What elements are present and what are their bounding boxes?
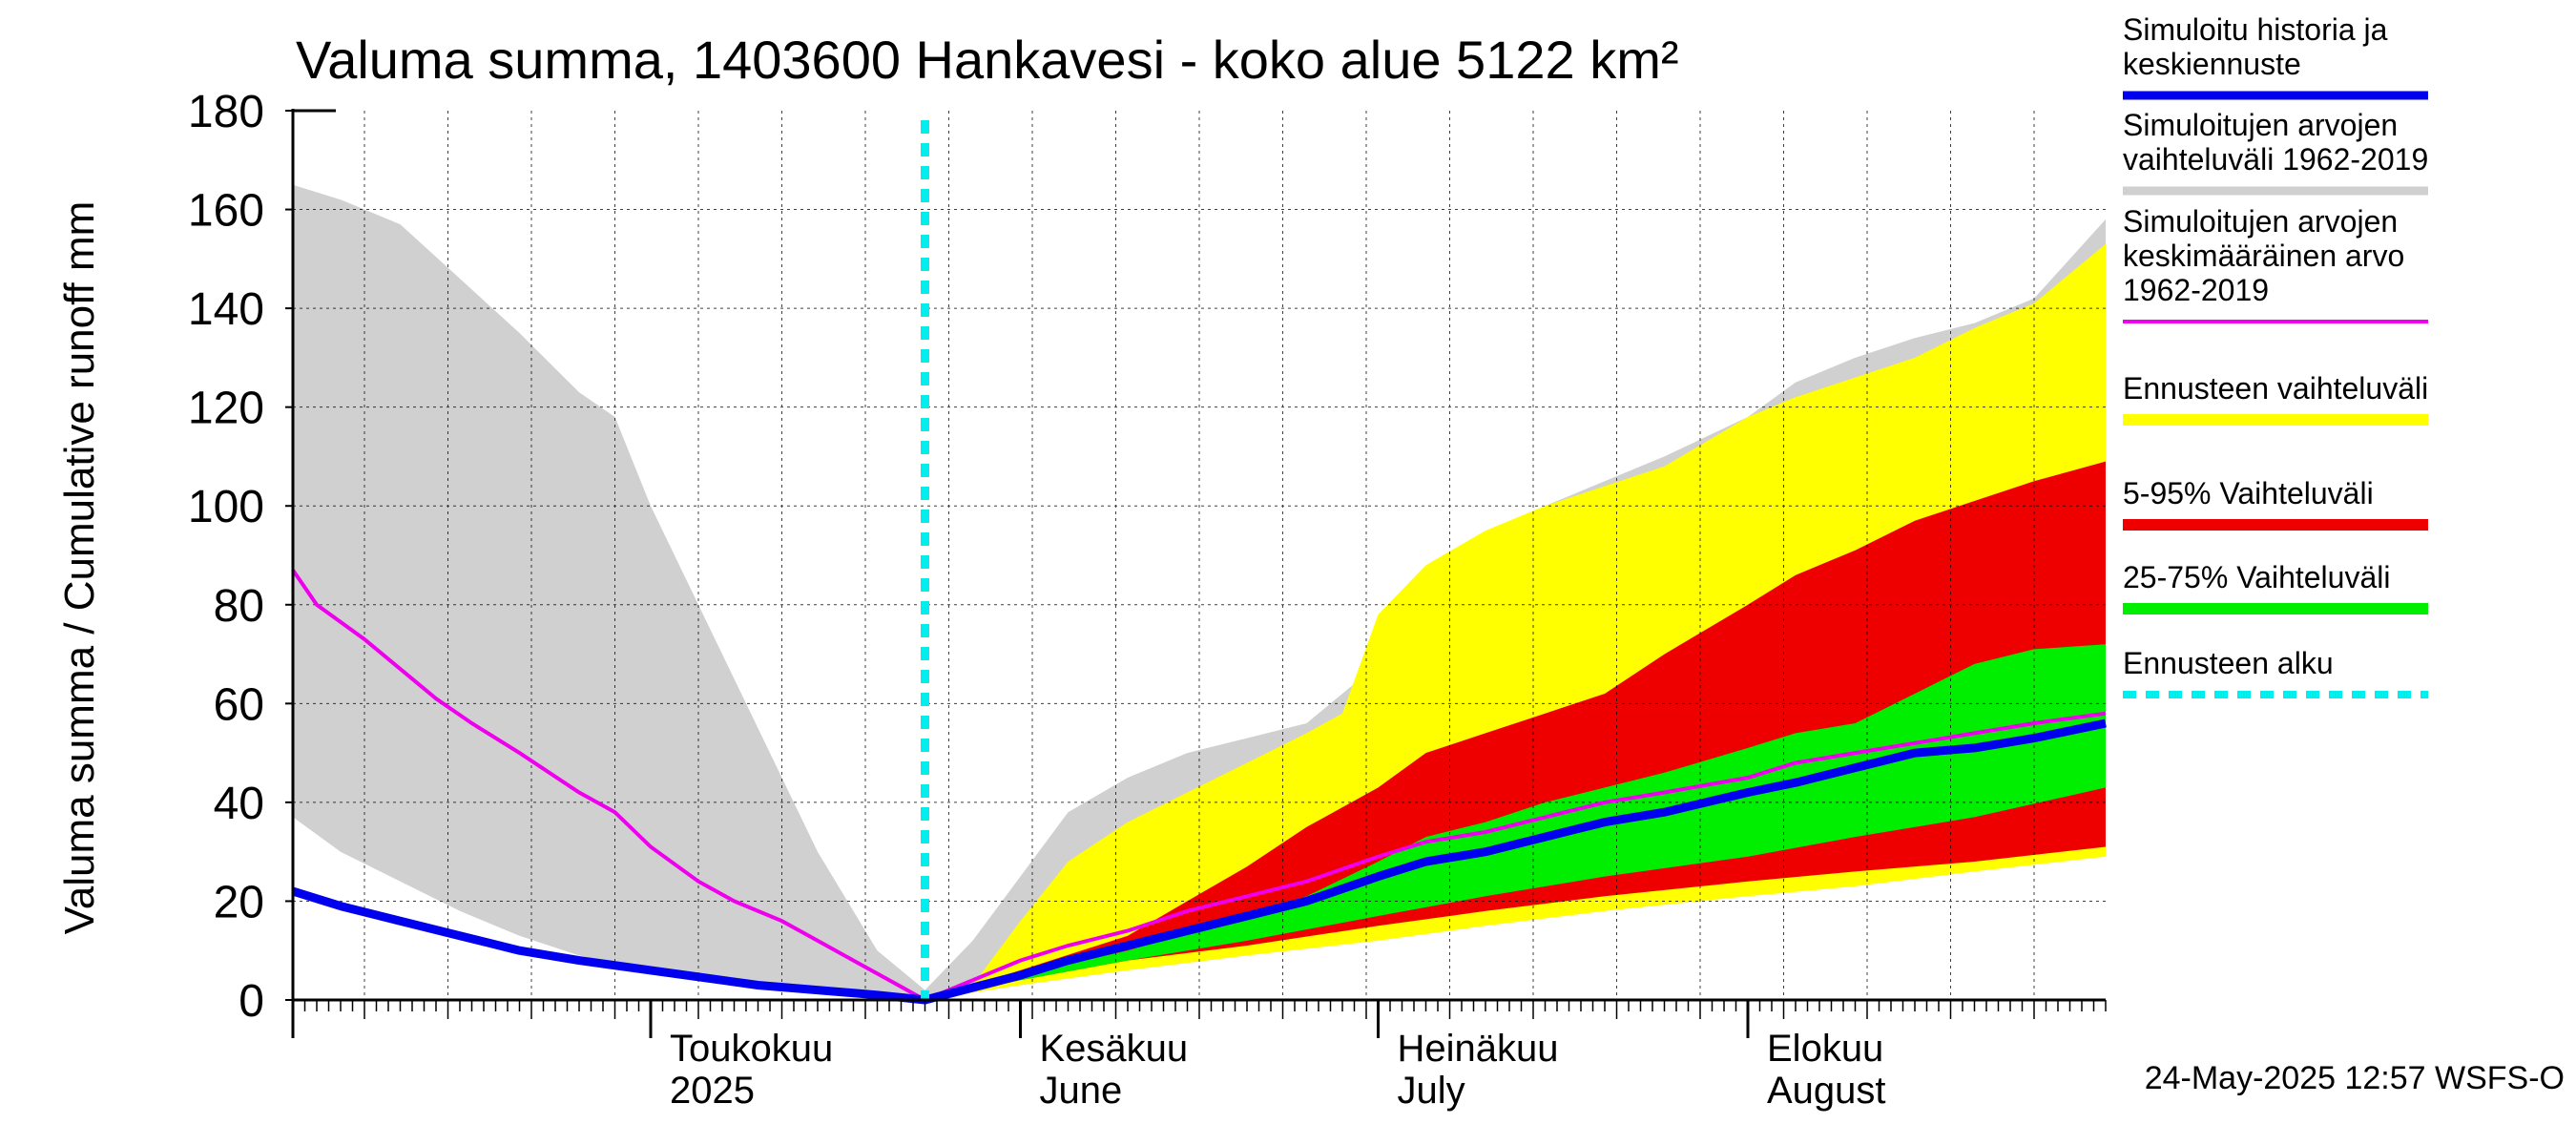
legend-label: Simuloitujen arvojen: [2123, 204, 2398, 239]
y-tick-label: 180: [188, 87, 264, 137]
legend-label: 25-75% Vaihteluväli: [2123, 560, 2390, 594]
median-forecast-line: [291, 718, 2107, 1005]
y-tick-label: 40: [214, 779, 264, 829]
y-tick-label: 60: [214, 679, 264, 730]
legend-label: keskiennuste: [2123, 47, 2301, 81]
legend-label: Simuloitujen arvojen: [2123, 108, 2398, 142]
p5-95-band: [924, 461, 2106, 1001]
x-year-label: June: [1040, 1070, 1123, 1112]
legend-label: 1962-2019: [2123, 273, 2269, 307]
legend-label: Simuloitu historia ja: [2123, 12, 2388, 47]
x-year-label: July: [1398, 1070, 1465, 1112]
x-month-label: Kesäkuu: [1040, 1028, 1189, 1070]
legend-label: vaihteluväli 1962-2019: [2123, 142, 2428, 177]
legend-label: Ennusteen alku: [2123, 646, 2334, 680]
y-tick-label: 120: [188, 384, 264, 434]
y-tick-label: 100: [188, 482, 264, 532]
p25-75-band: [924, 644, 2106, 1000]
legend-label: 5-95% Vaihteluväli: [2123, 476, 2374, 510]
y-axis-label: Valuma summa / Cumulative runoff mm: [56, 201, 103, 935]
x-month-label: Elokuu: [1767, 1028, 1883, 1070]
historical-mean-line: [291, 569, 2107, 1003]
x-year-label: August: [1767, 1070, 1886, 1112]
plot-area: [291, 111, 2107, 1005]
y-tick-label: 80: [214, 581, 264, 632]
y-tick-label: 0: [239, 976, 264, 1027]
y-tick-label: 20: [214, 877, 264, 927]
timestamp: 24-May-2025 12:57 WSFS-O: [2145, 1060, 2565, 1096]
legend-label: keskimääräinen arvo: [2123, 239, 2404, 273]
y-tick-label: 140: [188, 284, 264, 335]
x-month-label: Toukokuu: [670, 1028, 833, 1070]
legend-label: Ennusteen vaihteluväli: [2123, 371, 2428, 406]
x-month-label: Heinäkuu: [1398, 1028, 1559, 1070]
x-year-label: 2025: [670, 1070, 755, 1112]
chart-title: Valuma summa, 1403600 Hankavesi - koko a…: [296, 30, 1679, 90]
y-tick-label: 160: [188, 186, 264, 237]
